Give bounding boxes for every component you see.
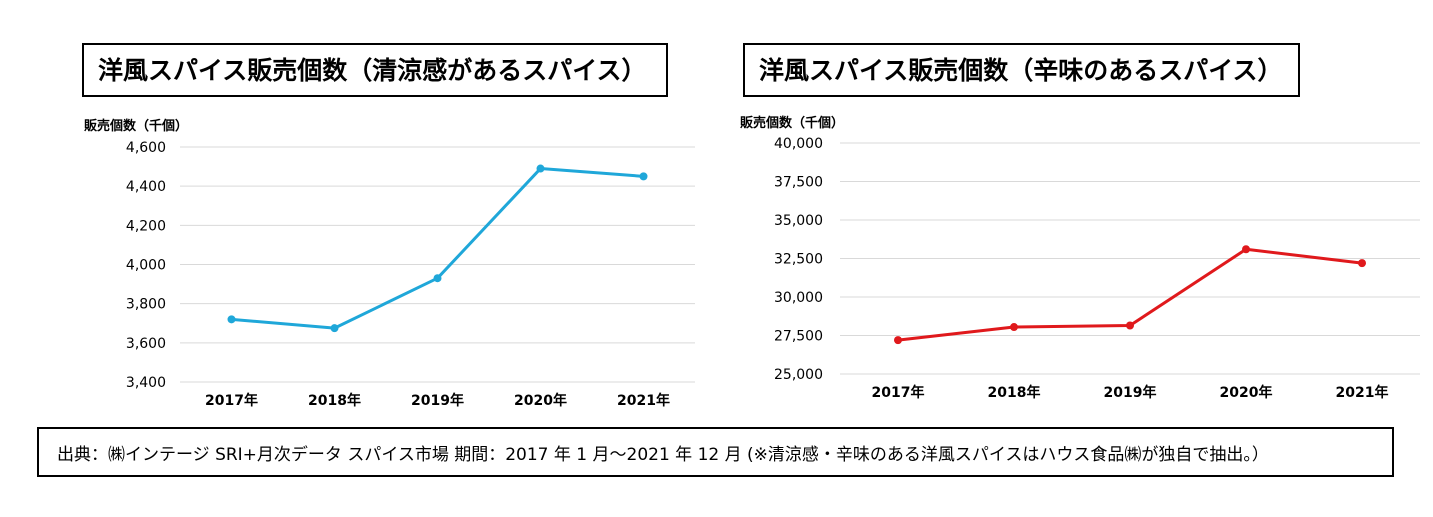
chart2-xtick-label: 2017年 bbox=[872, 384, 925, 401]
chart2-data-point bbox=[1126, 321, 1134, 330]
chart1-data-point bbox=[433, 274, 442, 283]
chart2-xtick-label: 2021年 bbox=[1336, 384, 1389, 401]
chart2-data-point bbox=[1010, 323, 1018, 332]
chart2-ytick-label: 37,500 bbox=[774, 175, 823, 191]
chart1-series-line bbox=[230, 167, 645, 330]
chart1-xtick-label: 2020年 bbox=[514, 392, 567, 409]
source-note: 出典：㈱インテージ SRI+月次データ スパイス市場 期間：2017 年 1 月… bbox=[37, 427, 1394, 477]
chart1-ytick-label: 3,400 bbox=[126, 375, 166, 391]
chart2-ylabel: 販売個数（千個） bbox=[740, 115, 844, 131]
chart2-ytick-label: 40,000 bbox=[774, 136, 823, 152]
chart1-xtick-label: 2021年 bbox=[617, 392, 670, 409]
chart2-data-point bbox=[894, 336, 902, 345]
chart1-ytick-label: 4,600 bbox=[126, 140, 166, 156]
chart2-xtick-label: 2018年 bbox=[988, 384, 1041, 401]
chart2-data-point bbox=[1242, 245, 1250, 254]
chart1-data-point bbox=[330, 324, 339, 333]
chart1-data-point bbox=[227, 315, 236, 324]
chart2-ytick-label: 30,000 bbox=[774, 290, 823, 306]
chart1-plot: 販売個数（千個） 3,400 3,600 3,800 4,000 4,200 4,400 4,… bbox=[84, 118, 695, 409]
chart2-ytick-label: 35,000 bbox=[774, 213, 823, 229]
chart2-xtick-label: 2020年 bbox=[1220, 384, 1273, 401]
chart1-ytick-label: 4,400 bbox=[126, 179, 166, 195]
chart1-xtick-label: 2018年 bbox=[308, 392, 361, 409]
chart1-ytick-label: 4,000 bbox=[126, 258, 166, 274]
chart2-xtick-label: 2019年 bbox=[1104, 384, 1157, 401]
chart1-xtick-label: 2019年 bbox=[411, 392, 464, 409]
chart1-ytick-label: 3,600 bbox=[126, 336, 166, 352]
chart1-ylabel: 販売個数（千個） bbox=[84, 118, 188, 134]
chart2-ytick-label: 27,500 bbox=[774, 329, 823, 345]
chart2-data-point bbox=[1358, 259, 1366, 268]
chart2-title: 洋風スパイス販売個数（辛味のあるスパイス） bbox=[743, 43, 1300, 97]
chart2-ytick-label: 25,000 bbox=[774, 367, 823, 383]
chart1-ytick-label: 4,200 bbox=[126, 218, 166, 234]
chart1-data-point bbox=[639, 172, 648, 181]
chart1-xtick-label: 2017年 bbox=[205, 392, 258, 409]
chart1-title: 洋風スパイス販売個数（清涼感があるスパイス） bbox=[82, 43, 668, 97]
chart1-data-point bbox=[536, 164, 545, 173]
chart1-ytick-label: 3,800 bbox=[126, 297, 166, 313]
chart2-ytick-label: 32,500 bbox=[774, 252, 823, 268]
chart2-plot: 販売個数（千個） 25,000 27,500 30,000 32,500 35,000 37… bbox=[740, 115, 1420, 401]
